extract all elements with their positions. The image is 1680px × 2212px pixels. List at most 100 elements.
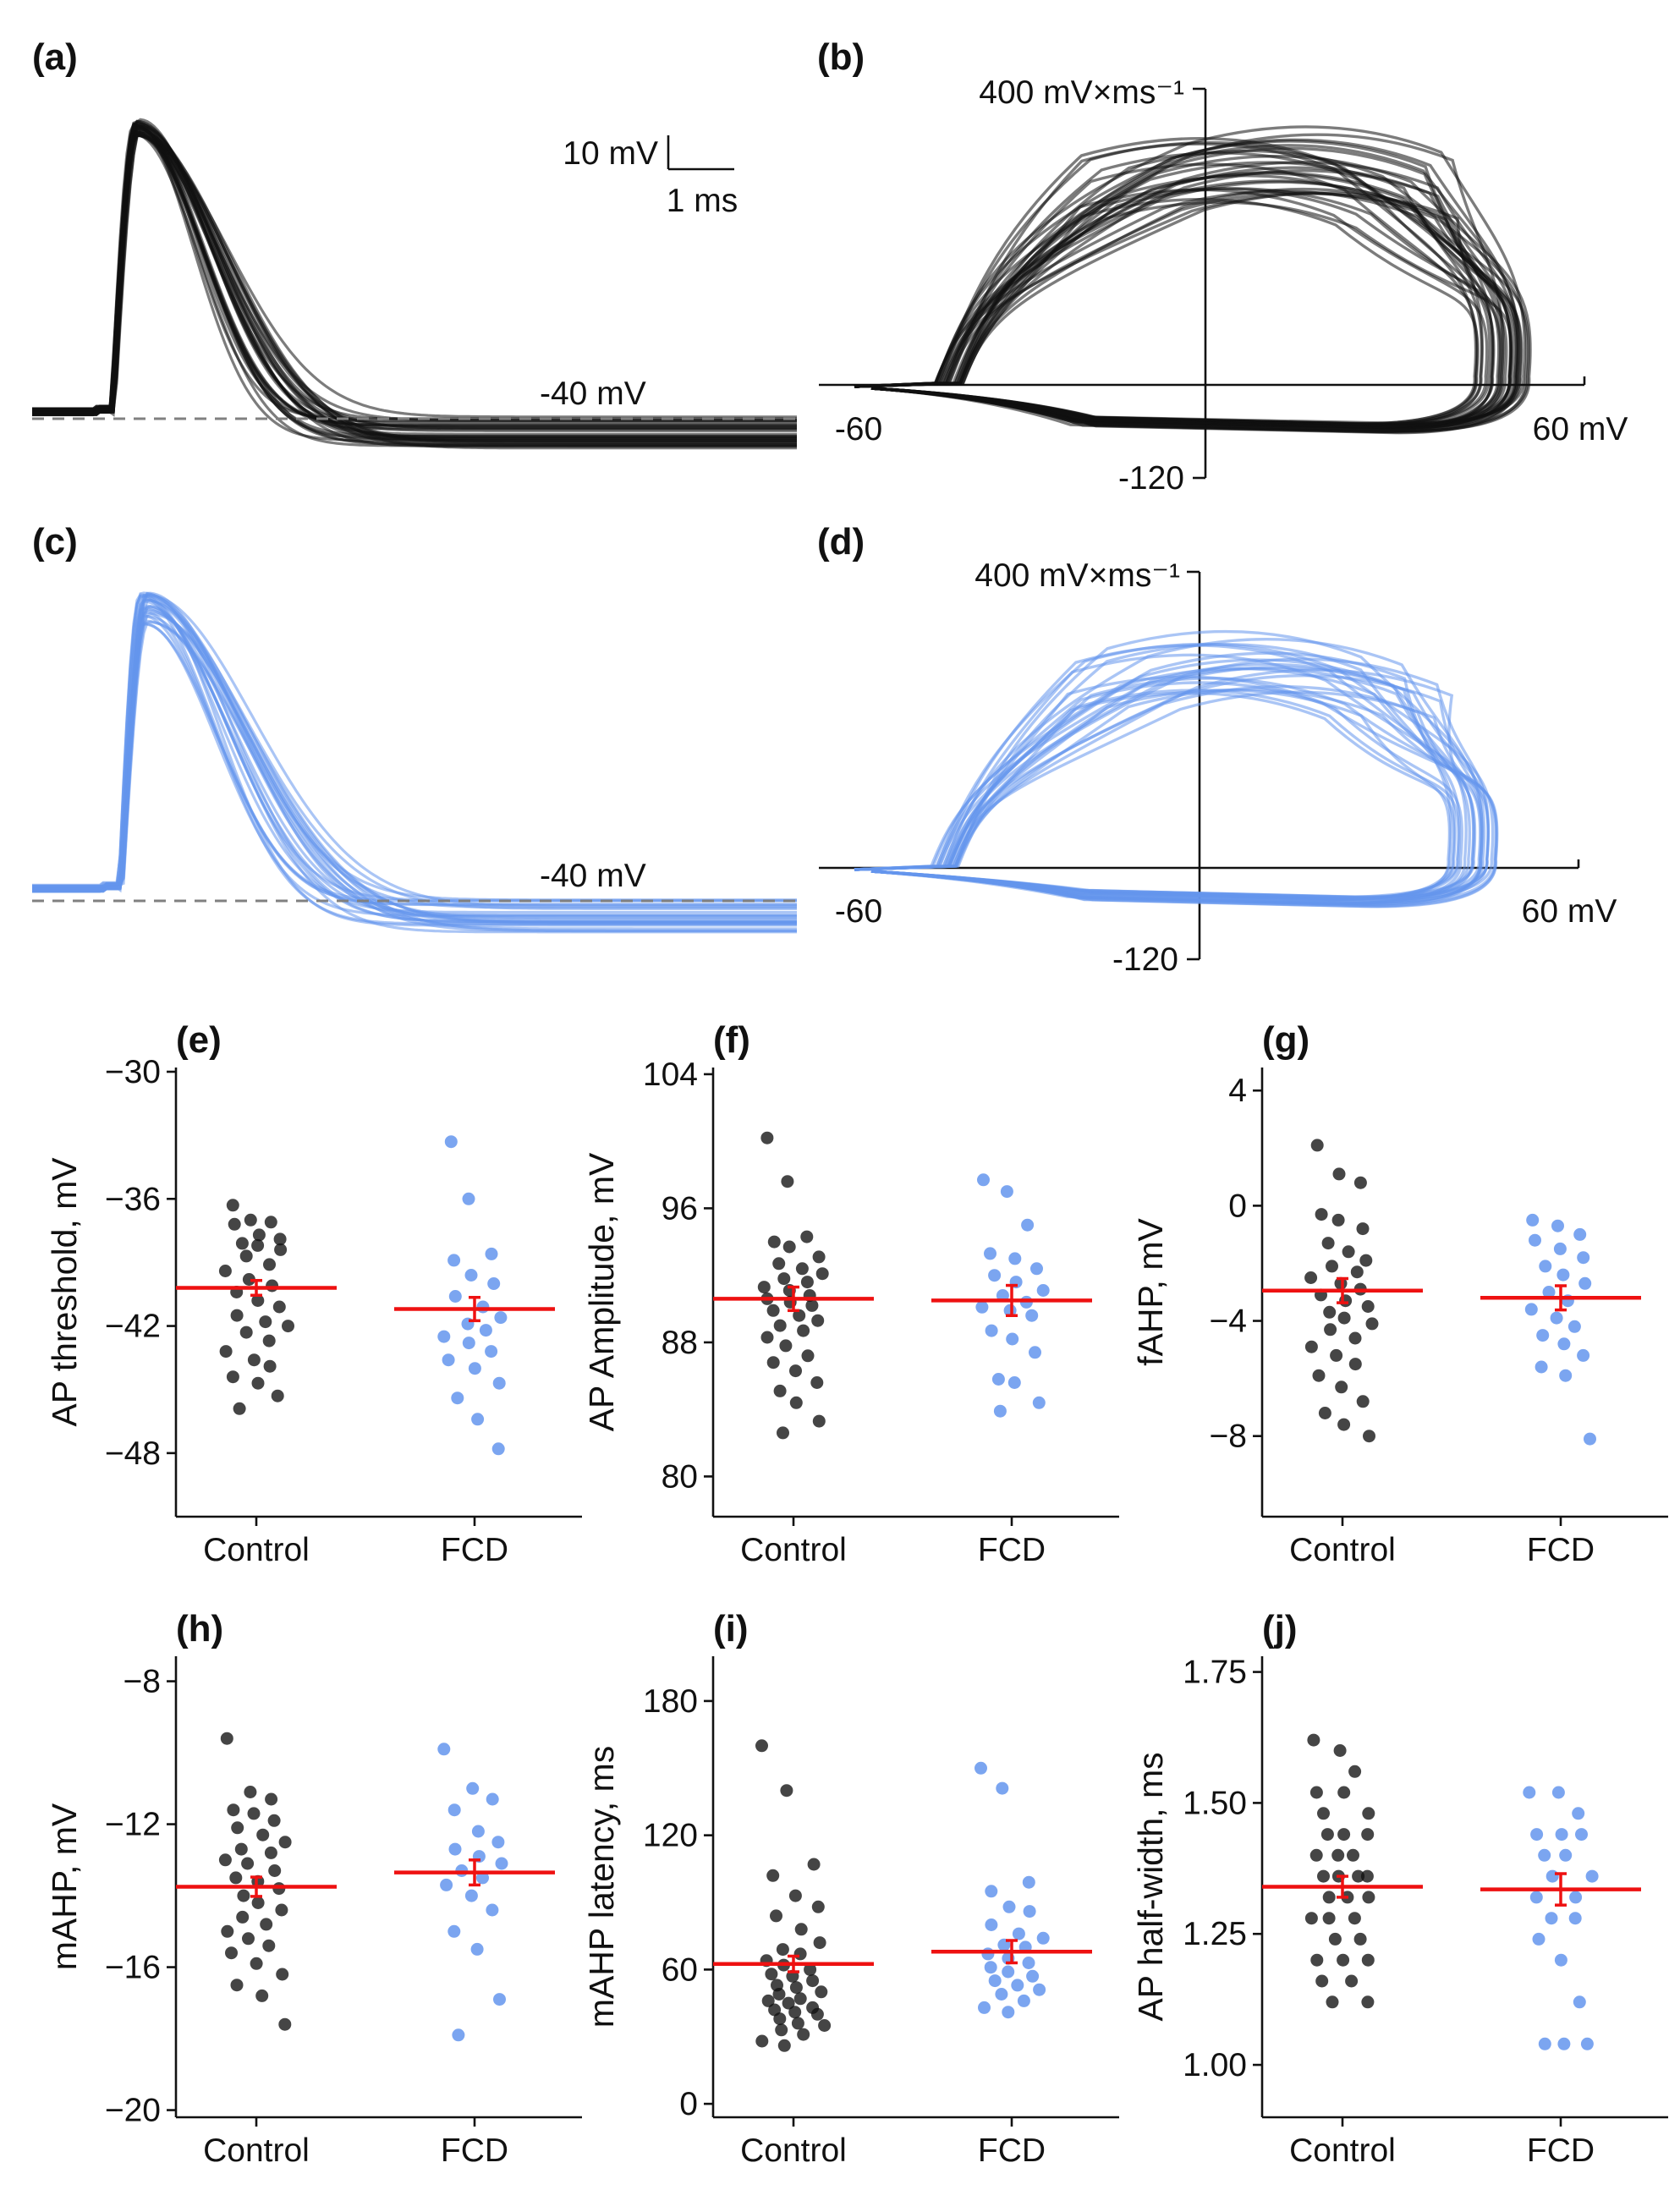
data-point bbox=[259, 1315, 272, 1329]
data-point bbox=[233, 1402, 246, 1415]
phase-trace bbox=[854, 688, 1499, 908]
data-point bbox=[492, 1376, 506, 1390]
x-tick-label: Control bbox=[1289, 1532, 1396, 1568]
data-point bbox=[755, 1739, 768, 1753]
data-point bbox=[1347, 1848, 1359, 1862]
data-point bbox=[1365, 1317, 1379, 1331]
data-point bbox=[777, 2039, 791, 2052]
data-point bbox=[464, 1269, 478, 1282]
data-point bbox=[1317, 1869, 1330, 1883]
data-point bbox=[1337, 1418, 1351, 1431]
data-point bbox=[788, 2006, 802, 2019]
data-point bbox=[1007, 1376, 1021, 1389]
ap-trace bbox=[32, 609, 797, 920]
y-tick-label: −20 bbox=[105, 2093, 161, 2129]
ap-trace bbox=[32, 593, 797, 909]
data-point bbox=[1310, 1139, 1324, 1152]
ap-trace bbox=[32, 129, 797, 426]
y-axis-label: AP half-width, ms bbox=[1131, 1752, 1170, 2021]
data-point bbox=[1542, 1286, 1556, 1298]
data-point bbox=[485, 1247, 498, 1260]
data-point bbox=[267, 1814, 281, 1827]
data-point bbox=[1335, 1380, 1348, 1394]
data-point bbox=[1361, 1828, 1375, 1842]
data-point bbox=[235, 1237, 249, 1250]
data-point bbox=[262, 1939, 276, 1952]
data-point bbox=[1321, 1237, 1335, 1250]
data-point bbox=[470, 1942, 484, 1956]
data-point bbox=[1567, 1320, 1581, 1333]
data-point bbox=[265, 1792, 278, 1806]
data-point bbox=[256, 1828, 270, 1842]
ap-trace bbox=[32, 133, 797, 447]
data-point bbox=[230, 1309, 244, 1322]
data-point bbox=[1337, 1828, 1351, 1842]
data-point bbox=[1536, 1329, 1550, 1342]
data-point bbox=[491, 1836, 505, 1849]
data-point bbox=[1569, 1891, 1583, 1904]
ap-trace bbox=[32, 129, 797, 439]
y-tick-label: −8 bbox=[1210, 1419, 1247, 1455]
data-point bbox=[1559, 1848, 1573, 1862]
fcd-phase-traces bbox=[854, 629, 1499, 908]
x-tick-label: FCD bbox=[978, 2132, 1046, 2169]
ap-trace bbox=[32, 130, 797, 427]
y-axis-label: AP Amplitude, mV bbox=[582, 1152, 621, 1431]
panel-label-d: (d) bbox=[817, 521, 865, 563]
data-point bbox=[1322, 1891, 1336, 1904]
data-point bbox=[476, 1871, 489, 1885]
data-point bbox=[1304, 1271, 1318, 1284]
x-tick-label: Control bbox=[740, 2132, 847, 2169]
data-point bbox=[760, 1131, 774, 1144]
data-point bbox=[793, 1309, 806, 1322]
data-point bbox=[815, 1985, 828, 1999]
ap-trace bbox=[32, 125, 797, 425]
data-point bbox=[984, 1247, 996, 1260]
data-point bbox=[1025, 1309, 1039, 1322]
data-point bbox=[1318, 1407, 1331, 1419]
data-point bbox=[236, 1910, 250, 1924]
data-point bbox=[1011, 1979, 1024, 1992]
phase-trace bbox=[854, 140, 1495, 431]
ap-trace bbox=[32, 594, 797, 902]
ap-trace bbox=[32, 134, 797, 419]
data-point bbox=[1555, 1828, 1568, 1842]
data-point bbox=[813, 1936, 826, 1950]
data-point bbox=[444, 1135, 458, 1149]
data-point bbox=[1526, 1213, 1540, 1227]
data-point bbox=[1360, 1869, 1374, 1883]
data-point bbox=[981, 1947, 995, 1961]
data-point bbox=[779, 1339, 793, 1353]
data-point bbox=[770, 1909, 782, 1923]
panel-label-a: (a) bbox=[32, 36, 78, 78]
data-point bbox=[228, 1217, 241, 1231]
data-point bbox=[1315, 1974, 1329, 1988]
data-point bbox=[811, 1900, 825, 1913]
scatter-panels: (e) −30 −36 −42 −48 Control FCD AP threshold, m… bbox=[45, 1019, 1668, 2169]
y-tick-label: 1.00 bbox=[1183, 2047, 1247, 2083]
y-tick-label: 96 bbox=[662, 1190, 698, 1227]
ap-trace bbox=[32, 122, 797, 448]
data-point bbox=[1539, 1260, 1552, 1273]
phase-trace bbox=[854, 675, 1498, 908]
data-point bbox=[229, 1871, 243, 1885]
data-point bbox=[777, 1426, 789, 1440]
data-point bbox=[244, 1213, 257, 1227]
x-tick-label: FCD bbox=[1527, 2132, 1595, 2169]
data-point bbox=[776, 1943, 789, 1957]
data-point bbox=[1538, 1848, 1551, 1862]
y-tick-label: −8 bbox=[124, 1664, 161, 1700]
data-point bbox=[462, 1337, 475, 1350]
data-point bbox=[1577, 1348, 1590, 1362]
data-point bbox=[471, 1413, 485, 1426]
panel-label-e: (e) bbox=[176, 1019, 222, 1061]
data-point bbox=[479, 1324, 492, 1337]
data-point bbox=[262, 1334, 276, 1348]
data-point bbox=[1532, 1932, 1545, 1946]
data-point bbox=[781, 1175, 794, 1188]
data-point bbox=[766, 1869, 780, 1882]
data-point bbox=[1312, 1369, 1326, 1382]
x-tick-label: FCD bbox=[441, 1532, 508, 1568]
data-point bbox=[486, 1792, 499, 1806]
ap-trace bbox=[32, 599, 797, 927]
